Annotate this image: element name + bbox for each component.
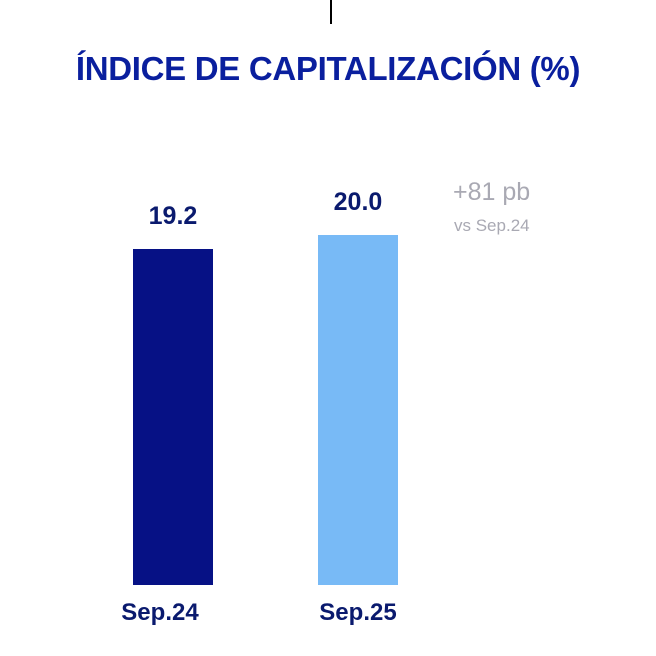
value-label: 20.0 — [334, 188, 383, 216]
chart-title: ÍNDICE DE CAPITALIZACIÓN (%) — [75, 50, 581, 87]
category-label: Sep.25 — [319, 599, 396, 626]
change-annotation: +81 pb — [453, 178, 531, 206]
change-reference: vs Sep.24 — [454, 216, 530, 235]
value-label: 19.2 — [149, 202, 198, 230]
bar-sep-25 — [318, 235, 398, 585]
top-divider — [330, 0, 332, 24]
bar-sep-24 — [133, 249, 213, 585]
category-label: Sep.24 — [121, 599, 199, 626]
